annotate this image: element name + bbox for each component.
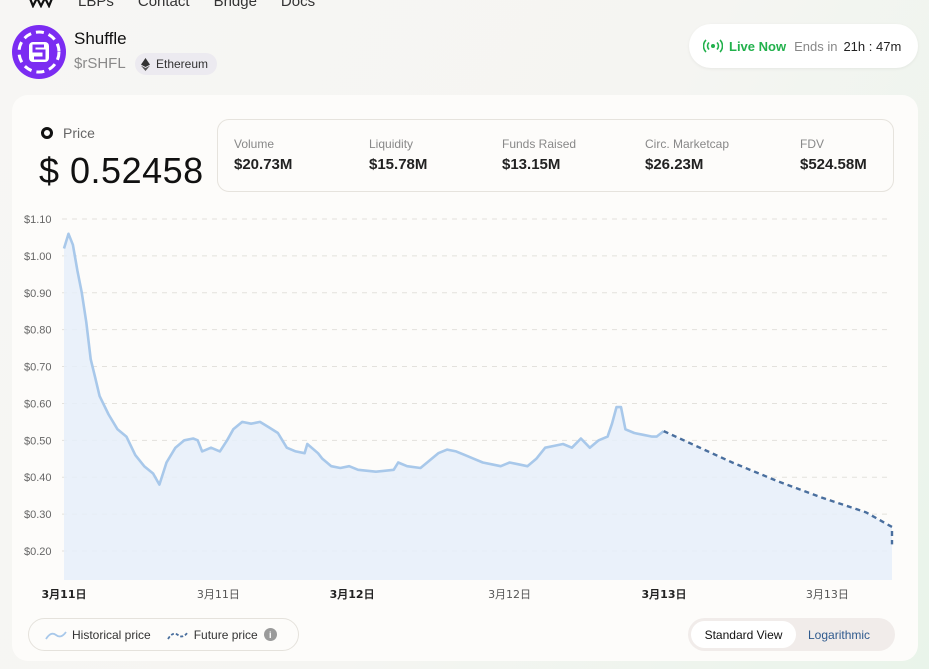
stat-label: Liquidity (369, 137, 414, 151)
stat-value: $20.73M (234, 156, 293, 173)
y-tick-label: $0.50 (24, 435, 52, 447)
future-line-icon (166, 630, 189, 639)
chart-legend: Historical price Future price i (28, 618, 299, 651)
y-tick-label: $0.20 (24, 546, 52, 558)
nav-link-contact[interactable]: Contact (137, 0, 190, 10)
stat-fdv: FDV $524.58M (800, 137, 867, 173)
x-tick-label: 3月12日 (488, 588, 531, 601)
price-label-text: Price (63, 125, 95, 141)
chain-name: Ethereum (156, 57, 209, 71)
x-tick-label: 3月13日 (806, 588, 849, 601)
ends-in-label: Ends in (794, 38, 838, 54)
ethereum-icon (141, 57, 150, 71)
stats-panel: Volume $20.73M Liquidity $15.78M Funds R… (217, 119, 894, 192)
current-price: $ 0.52458 (39, 150, 204, 191)
stat-value: $524.58M (800, 156, 867, 173)
info-icon[interactable]: i (263, 628, 277, 641)
historical-line-icon (45, 630, 67, 639)
stat-liquidity: Liquidity $15.78M (369, 137, 427, 173)
legend-historical: Historical price (45, 628, 151, 642)
price-chart-card: Price $ 0.52458 Volume $20.73M Liquidity… (12, 95, 918, 661)
token-logo-icon (12, 25, 66, 79)
y-tick-label: $0.80 (24, 325, 52, 337)
nav-link-docs[interactable]: Docs (280, 0, 316, 10)
x-tick-label: 3月11日 (197, 588, 240, 601)
y-tick-label: $1.10 (24, 214, 52, 226)
y-tick-label: $0.90 (24, 288, 52, 300)
ends-in-time: 21h : 47m (843, 38, 902, 54)
y-tick-label: $1.00 (24, 251, 52, 263)
x-tick-label: 3月11日 (42, 588, 87, 601)
stat-value: $15.78M (369, 156, 428, 173)
stat-value: $26.23M (645, 156, 704, 173)
nav-link-lbps[interactable]: LBPs (78, 0, 114, 10)
y-tick-label: $0.40 (24, 472, 52, 484)
stat-label: FDV (800, 137, 824, 151)
x-tick-label: 3月13日 (642, 588, 687, 601)
nav-link-bridge[interactable]: Bridge (213, 0, 257, 10)
x-tick-label: 3月12日 (330, 588, 375, 601)
view-toggle: Standard View Logarithmic (688, 618, 895, 651)
logarithmic-button[interactable]: Logarithmic (808, 627, 871, 642)
broadcast-icon (703, 39, 723, 53)
price-chart[interactable]: $1.10 $1.00 $0.90 $0.80 $0.70 $0.60 $0.50 $0.40… (12, 95, 918, 615)
stat-label: Volume (234, 137, 275, 151)
chain-badge: Ethereum (135, 53, 218, 75)
stat-label: Circ. Marketcap (645, 137, 730, 151)
legend-future-label: Future price (193, 627, 258, 642)
standard-view-button[interactable]: Standard View (691, 621, 796, 648)
stat-volume: Volume $20.73M (234, 137, 292, 173)
y-tick-label: $0.30 (24, 509, 52, 521)
y-tick-label: $0.70 (24, 362, 52, 374)
price-area-fill (64, 233, 892, 581)
future-price-line (663, 430, 894, 545)
historical-price-line (62, 232, 665, 486)
live-now-label: Live Now (729, 38, 787, 54)
legend-future: Future price (166, 627, 258, 642)
top-nav: LBPs Contact Bridge Docs (28, 0, 315, 11)
stat-value: $13.15M (502, 156, 561, 173)
live-status-badge: Live Now Ends in 21h : 47m (689, 24, 918, 68)
legend-historical-label: Historical price (72, 627, 151, 642)
price-label: Price (41, 125, 95, 141)
stat-label: Funds Raised (502, 137, 577, 151)
stat-circ-marketcap: Circ. Marketcap $26.23M (645, 137, 729, 173)
token-name: Shuffle (74, 29, 127, 48)
price-dot-icon (41, 127, 53, 139)
site-logo-icon[interactable] (28, 0, 54, 8)
stat-funds-raised: Funds Raised $13.15M (502, 137, 576, 173)
y-tick-label: $0.60 (24, 398, 52, 410)
token-symbol: $rSHFL (74, 55, 126, 72)
